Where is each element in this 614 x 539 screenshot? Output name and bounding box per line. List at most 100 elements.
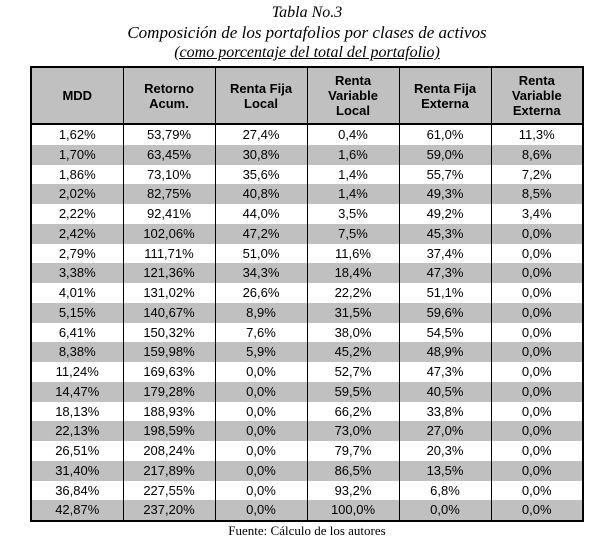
table-cell: 48,9%: [398, 342, 492, 362]
table-row: 22,13% 198,59% 0,0% 73,0% 27,0% 0,0%: [30, 421, 584, 441]
table-row: 2,42% 102,06% 47,2% 7,5% 45,3% 0,0%: [30, 223, 584, 244]
table-cell: 31,40%: [30, 460, 124, 481]
table-cell: 8,6%: [490, 144, 584, 165]
table-cell: 179,28%: [122, 381, 216, 402]
table-cell: 2,79%: [30, 243, 124, 264]
table-row: 6,41% 150,32% 7,6% 38,0% 54,5% 0,0%: [30, 322, 584, 343]
table-cell: 1,4%: [306, 184, 400, 204]
table-cell: 227,55%: [122, 480, 216, 501]
table-cell: 6,8%: [398, 480, 492, 501]
table-cell: 100,0%: [306, 500, 400, 521]
header-cell: Renta Variable Local: [306, 67, 400, 125]
table-cell: 33,8%: [398, 401, 492, 422]
table-row: 14,47% 179,28% 0,0% 59,5% 40,5% 0,0%: [30, 381, 584, 402]
table-cell: 6,41%: [30, 322, 124, 343]
table-row: 36,84% 227,55% 0,0% 93,2% 6,8% 0,0%: [30, 480, 584, 501]
header-row: MDD Retorno Acum. Renta Fija Local Renta Va…: [30, 67, 584, 125]
table-cell: 49,3%: [398, 184, 492, 204]
table-cell: 73,0%: [306, 421, 400, 441]
table-cell: 0,0%: [490, 480, 584, 501]
table-cell: 73,10%: [122, 164, 216, 185]
table-cell: 0,0%: [490, 381, 584, 402]
table-cell: 0,0%: [214, 460, 308, 481]
table-cell: 59,5%: [306, 381, 400, 402]
table-cell: 208,24%: [122, 441, 216, 461]
table-source: Fuente: Cálculo de los autores: [228, 523, 386, 538]
table-row: 26,51% 208,24% 0,0% 79,7% 20,3% 0,0%: [30, 441, 584, 461]
table-cell: 82,75%: [122, 184, 216, 204]
table-cell: 2,22%: [30, 204, 124, 224]
table-cell: 169,63%: [122, 362, 216, 382]
table-cell: 131,02%: [122, 283, 216, 303]
header-cell: Renta Fija Externa: [398, 67, 492, 125]
table-cell: 5,9%: [214, 342, 308, 362]
table-cell: 159,98%: [122, 342, 216, 362]
table-cell: 8,5%: [490, 184, 584, 204]
table-cell: 47,2%: [214, 223, 308, 244]
table-cell: 34,3%: [214, 263, 308, 283]
table-row: 2,79% 111,71% 51,0% 11,6% 37,4% 0,0%: [30, 243, 584, 264]
table-subtitle: (como porcentaje del total del portafoli…: [174, 44, 440, 61]
table-title: Composición de los portafolios por clase…: [127, 23, 487, 42]
table-cell: 18,4%: [306, 263, 400, 283]
table-cell: 31,5%: [306, 302, 400, 323]
table-cell: 44,0%: [214, 204, 308, 224]
table-cell: 0,0%: [490, 401, 584, 422]
table-row: 1,62% 53,79% 27,4% 0,4% 61,0% 11,3%: [30, 124, 584, 145]
table-cell: 26,6%: [214, 283, 308, 303]
table-cell: 63,45%: [122, 144, 216, 165]
table-cell: 7,2%: [490, 164, 584, 185]
table-cell: 54,5%: [398, 322, 492, 343]
table-cell: 8,9%: [214, 302, 308, 323]
table-cell: 7,5%: [306, 223, 400, 244]
table-cell: 0,0%: [490, 362, 584, 382]
table-cell: 0,0%: [490, 441, 584, 461]
table-cell: 0,0%: [398, 500, 492, 521]
table-row: 2,22% 92,41% 44,0% 3,5% 49,2% 3,4%: [30, 204, 584, 224]
table-cell: 0,0%: [490, 263, 584, 283]
table-cell: 0,4%: [306, 124, 400, 145]
table-cell: 217,89%: [122, 460, 216, 481]
table-cell: 1,70%: [30, 144, 124, 165]
table-cell: 38,0%: [306, 322, 400, 343]
table-cell: 0,0%: [490, 283, 584, 303]
table-cell: 52,7%: [306, 362, 400, 382]
table-cell: 45,2%: [306, 342, 400, 362]
table-cell: 150,32%: [122, 322, 216, 343]
table-cell: 0,0%: [490, 302, 584, 323]
table-cell: 51,1%: [398, 283, 492, 303]
table-row: 8,38% 159,98% 5,9% 45,2% 48,9% 0,0%: [30, 342, 584, 362]
table-cell: 36,84%: [30, 480, 124, 501]
table-cell: 198,59%: [122, 421, 216, 441]
table-cell: 55,7%: [398, 164, 492, 185]
table-cell: 3,5%: [306, 204, 400, 224]
table-cell: 26,51%: [30, 441, 124, 461]
table-cell: 0,0%: [214, 401, 308, 422]
table-cell: 188,93%: [122, 401, 216, 422]
table-cell: 1,4%: [306, 164, 400, 185]
table-cell: 59,6%: [398, 302, 492, 323]
table-cell: 0,0%: [214, 480, 308, 501]
table-cell: 0,0%: [490, 500, 584, 521]
table-cell: 0,0%: [214, 362, 308, 382]
table-cell: 0,0%: [490, 421, 584, 441]
header-cell: MDD: [30, 67, 124, 125]
table-cell: 8,38%: [30, 342, 124, 362]
table-row: 5,15% 140,67% 8,9% 31,5% 59,6% 0,0%: [30, 302, 584, 323]
table-cell: 30,8%: [214, 144, 308, 165]
table-cell: 27,4%: [214, 124, 308, 145]
table-cell: 4,01%: [30, 283, 124, 303]
table-cell: 13,5%: [398, 460, 492, 481]
table-cell: 47,3%: [398, 263, 492, 283]
table-cell: 40,8%: [214, 184, 308, 204]
table-cell: 79,7%: [306, 441, 400, 461]
table-cell: 237,20%: [122, 500, 216, 521]
table-cell: 51,0%: [214, 243, 308, 264]
table-row: 4,01% 131,02% 26,6% 22,2% 51,1% 0,0%: [30, 283, 584, 303]
table-cell: 93,2%: [306, 480, 400, 501]
table-cell: 0,0%: [214, 381, 308, 402]
table-cell: 7,6%: [214, 322, 308, 343]
table-cell: 66,2%: [306, 401, 400, 422]
table-row: 1,86% 73,10% 35,6% 1,4% 55,7% 7,2%: [30, 164, 584, 185]
